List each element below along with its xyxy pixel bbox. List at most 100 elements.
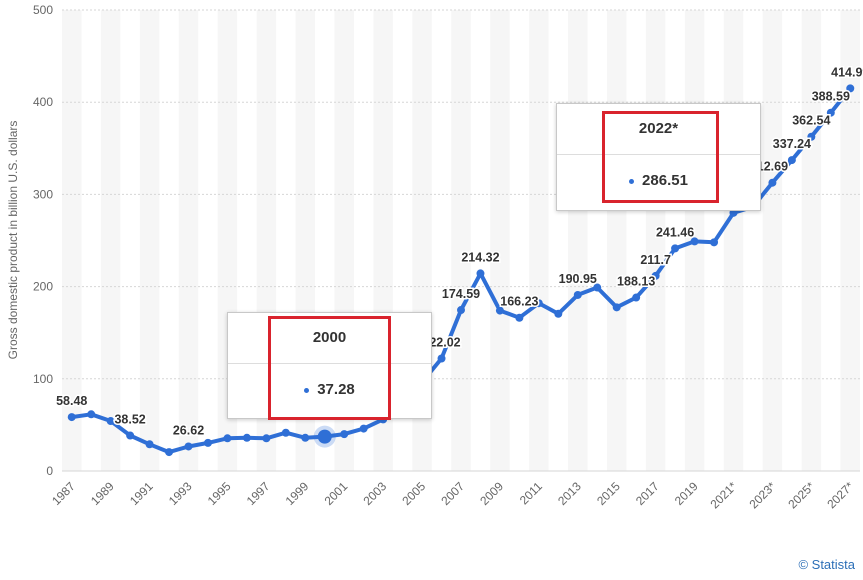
data-label: 337.24	[773, 137, 811, 151]
tooltip-2022: 2022* 286.51	[556, 103, 761, 211]
y-axis-ticks: 0 100 200 300 400 500	[33, 3, 53, 478]
x-tick-label: 1987	[49, 479, 78, 508]
y-axis-title: Gross domestic product in billion U.S. d…	[6, 121, 20, 360]
tooltip-2022-body: 286.51	[557, 155, 760, 210]
tooltip-2000-title: 2000	[228, 313, 431, 364]
data-label: 211.7	[640, 253, 671, 267]
tooltip-2022-value: 286.51	[642, 172, 688, 189]
data-point[interactable]	[768, 178, 777, 187]
data-point[interactable]	[242, 433, 251, 442]
data-point[interactable]	[126, 431, 135, 440]
tooltip-2000: 2000 37.28	[227, 312, 432, 419]
data-label: 26.62	[173, 423, 204, 437]
data-label: 188.13	[617, 275, 655, 289]
data-point[interactable]	[632, 293, 641, 302]
x-tick-label: 2015	[594, 479, 623, 508]
x-tick-label: 2009	[477, 479, 506, 508]
x-tick-label: 2021*	[708, 479, 740, 511]
data-point[interactable]	[184, 442, 193, 451]
data-point-highlighted[interactable]	[317, 429, 332, 444]
data-point[interactable]	[807, 132, 816, 141]
x-tick-label: 2025*	[785, 479, 817, 511]
y-tick-label: 0	[46, 464, 53, 478]
x-tick-label: 2005	[399, 479, 428, 508]
data-point[interactable]	[515, 313, 524, 322]
data-label: 58.48	[56, 394, 87, 408]
x-tick-label: 2023*	[746, 479, 778, 511]
data-point[interactable]	[106, 417, 115, 426]
data-label: 38.52	[114, 412, 145, 426]
x-tick-label: 2013	[555, 479, 584, 508]
statista-credit[interactable]: © Statista	[798, 557, 855, 572]
data-point[interactable]	[495, 306, 504, 315]
data-label: 190.95	[559, 272, 597, 286]
year-band	[645, 10, 666, 471]
x-tick-label: 2017	[633, 479, 662, 508]
data-point[interactable]	[340, 430, 349, 439]
year-band	[840, 10, 860, 471]
x-tick-label: 1999	[283, 479, 312, 508]
data-point[interactable]	[534, 299, 543, 308]
data-point[interactable]	[826, 108, 835, 117]
x-tick-label: 1997	[244, 479, 273, 508]
data-label: 12.69	[757, 160, 788, 174]
data-point[interactable]	[476, 269, 485, 278]
data-point[interactable]	[612, 303, 621, 312]
data-point[interactable]	[301, 433, 310, 442]
x-tick-label: 2019	[672, 479, 701, 508]
data-point[interactable]	[593, 283, 602, 292]
data-point[interactable]	[457, 306, 465, 315]
data-point[interactable]	[787, 156, 796, 165]
data-label: 174.59	[442, 287, 480, 301]
data-label: 214.32	[461, 250, 499, 264]
data-point[interactable]	[573, 290, 582, 299]
year-band	[139, 10, 160, 471]
data-point[interactable]	[203, 438, 212, 447]
data-point[interactable]	[87, 410, 96, 419]
series-dot-icon	[629, 178, 635, 184]
data-label: 388.59	[812, 90, 850, 104]
x-tick-label: 1993	[166, 479, 195, 508]
y-tick-label: 100	[33, 372, 53, 386]
alternating-year-bands	[62, 10, 860, 471]
data-point[interactable]	[359, 424, 368, 433]
data-label: 241.46	[656, 225, 694, 239]
data-point[interactable]	[554, 309, 563, 318]
x-tick-label: 2001	[322, 479, 351, 508]
year-band	[62, 10, 82, 471]
year-band	[568, 10, 588, 471]
tooltip-2022-title: 2022*	[557, 104, 760, 155]
tooltip-2000-value: 37.28	[317, 381, 355, 398]
year-band	[178, 10, 199, 471]
data-point[interactable]	[223, 434, 232, 443]
data-point[interactable]	[710, 238, 719, 247]
x-axis-ticks: 1987 1989 1991 1993 1995 1997 1999 2001 2003 2005…	[49, 479, 857, 511]
data-label: 414.99	[831, 65, 863, 79]
series-dot-icon	[304, 387, 310, 393]
x-tick-label: 1989	[88, 479, 117, 508]
data-point[interactable]	[671, 244, 680, 253]
data-point[interactable]	[262, 434, 271, 443]
year-band	[801, 10, 822, 471]
data-point[interactable]	[651, 271, 660, 280]
x-tick-label: 2007	[438, 479, 467, 508]
data-point[interactable]	[165, 448, 174, 457]
x-tick-label: 2027*	[824, 479, 856, 511]
year-band	[606, 10, 627, 471]
data-point[interactable]	[690, 237, 699, 246]
year-band	[723, 10, 744, 471]
x-tick-label: 1991	[127, 479, 156, 508]
y-tick-label: 300	[33, 187, 53, 201]
x-tick-label: 2011	[517, 479, 545, 507]
data-point[interactable]	[67, 413, 76, 422]
data-point[interactable]	[846, 84, 855, 93]
year-band	[490, 10, 510, 471]
y-tick-label: 500	[33, 3, 53, 17]
data-point[interactable]	[145, 440, 154, 449]
data-point[interactable]	[437, 354, 446, 363]
data-points[interactable]	[67, 84, 855, 457]
data-point[interactable]	[281, 428, 290, 437]
highlight-box-2022	[602, 111, 719, 203]
data-label: 166.23	[500, 295, 538, 309]
